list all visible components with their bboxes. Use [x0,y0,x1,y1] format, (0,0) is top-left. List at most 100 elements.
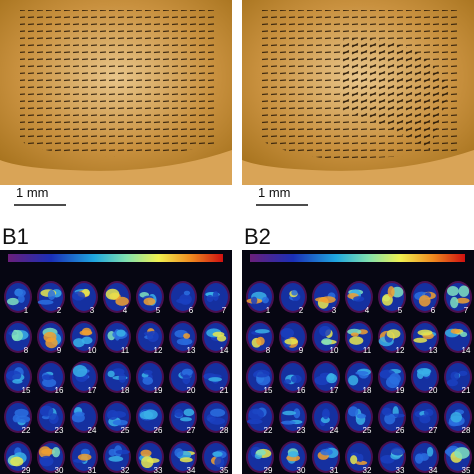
activity [390,447,405,456]
frame-number: 35 [220,466,229,474]
activity [446,379,459,387]
frame-number: 25 [363,426,372,435]
frame-number: 23 [297,426,306,435]
frame-number: 3 [90,306,95,315]
frame-number: 1 [266,306,271,315]
frame-number: 23 [55,426,64,435]
activity [384,413,396,425]
activity [254,329,270,334]
activity [348,406,359,417]
frame-number: 4 [123,306,128,315]
frame-number: 6 [189,306,194,315]
activity [293,408,301,419]
frame-number: 17 [330,386,339,395]
frame-number: 16 [55,386,64,395]
activity [210,408,226,417]
frame-number: 19 [154,386,163,395]
frame-number: 31 [330,466,339,474]
frame-number: 1 [24,306,29,315]
frame-number: 12 [154,346,163,355]
activity [320,296,336,304]
activity [290,374,302,384]
tissue-image [0,0,232,185]
activity [112,368,125,376]
activity [248,408,264,421]
activity [355,460,368,465]
activity [10,456,24,467]
color-bar [250,254,465,262]
activity [42,374,54,381]
activity [116,329,126,337]
activity [45,337,58,349]
activity [386,329,401,339]
activity [143,409,158,420]
frame-number: 8 [266,346,271,355]
activity [214,456,225,468]
activity [77,453,92,461]
frame-number: 21 [462,386,471,395]
activity [176,338,193,346]
activity [253,369,270,378]
activity [348,375,359,386]
activity [112,419,128,426]
activity [11,329,23,342]
activity [48,413,59,424]
activity [6,297,19,306]
activity [417,329,433,336]
activity [419,414,431,424]
activity [450,371,460,381]
frame-number: 9 [299,346,304,355]
frame-number: 5 [398,306,403,315]
activity [174,448,184,458]
frame-number: 14 [462,346,471,355]
activity [182,374,191,385]
panel-label: B2 [244,224,271,249]
frame-number: 15 [264,386,273,395]
activity [319,325,331,337]
activity [143,369,153,375]
activity [454,447,470,459]
frame-number: 31 [88,466,97,474]
activity [176,298,191,304]
frame-number: 35 [462,466,471,474]
frame-number: 12 [396,346,405,355]
frame-number: 7 [464,306,469,315]
activity [216,334,227,342]
frame-number: 7 [222,306,227,315]
frame-number: 11 [121,346,130,355]
activity [183,290,191,296]
activity [118,373,127,383]
activity [183,408,195,417]
activity [115,296,129,306]
activity [455,297,470,304]
activity [81,336,93,345]
activity [326,373,338,384]
frame-number: 21 [220,386,229,395]
frame-number: 30 [297,466,306,474]
frame-number: 20 [187,386,196,395]
activity [12,379,23,384]
activity [143,331,154,336]
activity [51,446,61,458]
activity [450,328,461,334]
activity [206,294,214,303]
activity [291,289,298,296]
frame-number: 5 [156,306,161,315]
frame-number: 33 [396,466,405,474]
activity [208,377,222,382]
frame-number: 17 [88,386,97,395]
activity [350,332,359,337]
activity [112,411,127,418]
activity [17,294,25,303]
activity [322,409,330,420]
activity [426,446,434,457]
activity [287,451,299,458]
activity [179,417,192,422]
panel-label: B1 [2,224,29,249]
activity [418,295,431,307]
frame-number: 20 [429,386,438,395]
activity [115,449,130,455]
activity [47,289,56,301]
activity [107,370,115,378]
